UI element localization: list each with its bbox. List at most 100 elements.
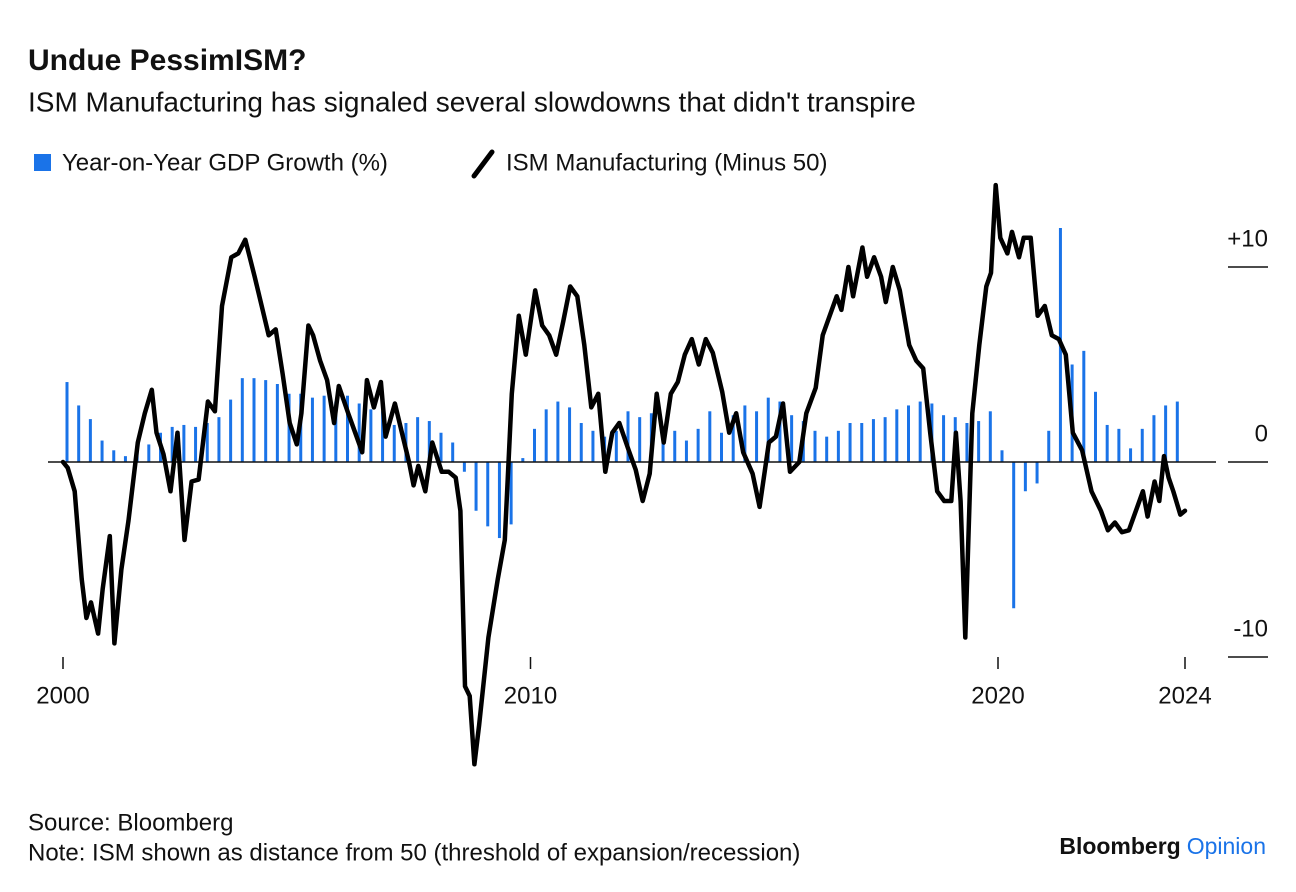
chart-title: Undue PessimISM? bbox=[28, 44, 306, 77]
bar bbox=[170, 426, 174, 462]
x-tick-label: 2024 bbox=[1158, 682, 1211, 709]
bar bbox=[123, 456, 127, 462]
bar bbox=[766, 397, 770, 462]
bar bbox=[614, 430, 618, 462]
legend-swatch bbox=[34, 154, 51, 171]
bar bbox=[626, 411, 630, 462]
logo: Bloomberg Opinion bbox=[1059, 833, 1266, 859]
bar bbox=[743, 405, 747, 462]
bar bbox=[322, 395, 326, 462]
bar bbox=[895, 409, 899, 462]
bar bbox=[1082, 350, 1086, 462]
bar bbox=[1023, 462, 1027, 492]
bar bbox=[416, 417, 420, 462]
bar bbox=[755, 411, 759, 462]
bar bbox=[556, 401, 560, 462]
x-tick-label: 2010 bbox=[504, 682, 557, 709]
bar bbox=[544, 409, 548, 462]
bar bbox=[451, 442, 455, 462]
bar bbox=[778, 401, 782, 462]
bar bbox=[1105, 424, 1109, 462]
x-tick-label: 2020 bbox=[971, 682, 1024, 709]
bar bbox=[369, 409, 373, 462]
bar bbox=[661, 432, 665, 462]
bar bbox=[568, 407, 572, 462]
bar bbox=[907, 405, 910, 462]
bar bbox=[252, 378, 256, 462]
bar bbox=[579, 423, 583, 462]
bar bbox=[310, 397, 314, 462]
bar bbox=[591, 430, 595, 462]
bar bbox=[1175, 401, 1179, 462]
bar bbox=[790, 415, 794, 462]
bar bbox=[100, 440, 104, 462]
bar bbox=[673, 430, 677, 462]
bar bbox=[1047, 430, 1051, 462]
bar bbox=[462, 462, 466, 472]
bar bbox=[836, 430, 840, 462]
note: Note: ISM shown as distance from 50 (thr… bbox=[28, 839, 800, 866]
bar bbox=[240, 378, 244, 462]
logo-product: Opinion bbox=[1187, 833, 1266, 859]
bar bbox=[988, 411, 992, 462]
bar bbox=[848, 423, 852, 462]
bar bbox=[1012, 462, 1016, 609]
bar bbox=[439, 432, 443, 462]
bar bbox=[88, 419, 92, 462]
bar bbox=[825, 436, 829, 462]
bar bbox=[194, 426, 198, 462]
bar bbox=[509, 462, 513, 525]
bar bbox=[638, 417, 642, 462]
bar bbox=[474, 462, 478, 511]
bar bbox=[942, 415, 946, 462]
legend-label: ISM Manufacturing (Minus 50) bbox=[506, 149, 827, 176]
bar bbox=[182, 424, 186, 462]
bar bbox=[334, 401, 338, 462]
legend-label: Year-on-Year GDP Growth (%) bbox=[62, 149, 388, 176]
bar bbox=[77, 405, 81, 462]
bar bbox=[684, 440, 688, 462]
bar bbox=[813, 430, 817, 462]
bar bbox=[205, 423, 209, 462]
bar bbox=[346, 395, 349, 462]
bar bbox=[1117, 428, 1121, 462]
y-tick-label: -10 bbox=[1233, 615, 1268, 642]
bar bbox=[965, 423, 969, 462]
plot-area: +10 0 -10 2000 2010 2020 2024 bbox=[36, 182, 1268, 767]
bar bbox=[264, 380, 268, 462]
bar bbox=[720, 432, 723, 462]
bar bbox=[918, 401, 922, 462]
bar bbox=[217, 417, 221, 462]
bar bbox=[381, 411, 385, 462]
bar bbox=[1094, 391, 1097, 462]
bar bbox=[229, 399, 233, 462]
bar bbox=[977, 421, 981, 462]
bar bbox=[112, 450, 116, 462]
bar bbox=[1000, 450, 1004, 462]
bar bbox=[731, 415, 735, 462]
y-tick-label: 0 bbox=[1255, 420, 1268, 447]
bar bbox=[696, 428, 700, 462]
source: Source: Bloomberg bbox=[28, 809, 233, 836]
bar bbox=[497, 462, 501, 539]
bar bbox=[871, 419, 875, 462]
x-tick-label: 2000 bbox=[36, 682, 89, 709]
bar bbox=[883, 417, 887, 462]
bar bbox=[357, 403, 361, 462]
bar bbox=[486, 462, 490, 527]
bar bbox=[147, 444, 151, 462]
line bbox=[60, 182, 1188, 767]
bar bbox=[275, 384, 279, 462]
bar bbox=[1140, 428, 1144, 462]
bar bbox=[1164, 405, 1168, 462]
logo-brand: Bloomberg bbox=[1059, 833, 1180, 859]
bar bbox=[427, 421, 431, 462]
legend-swatch bbox=[471, 149, 495, 179]
y-tick-label: +10 bbox=[1227, 225, 1268, 252]
bar bbox=[1035, 462, 1039, 484]
bar bbox=[708, 411, 712, 462]
bar bbox=[533, 428, 536, 462]
bar bbox=[65, 382, 69, 462]
chart-subtitle: ISM Manufacturing has signaled several s… bbox=[28, 86, 916, 117]
